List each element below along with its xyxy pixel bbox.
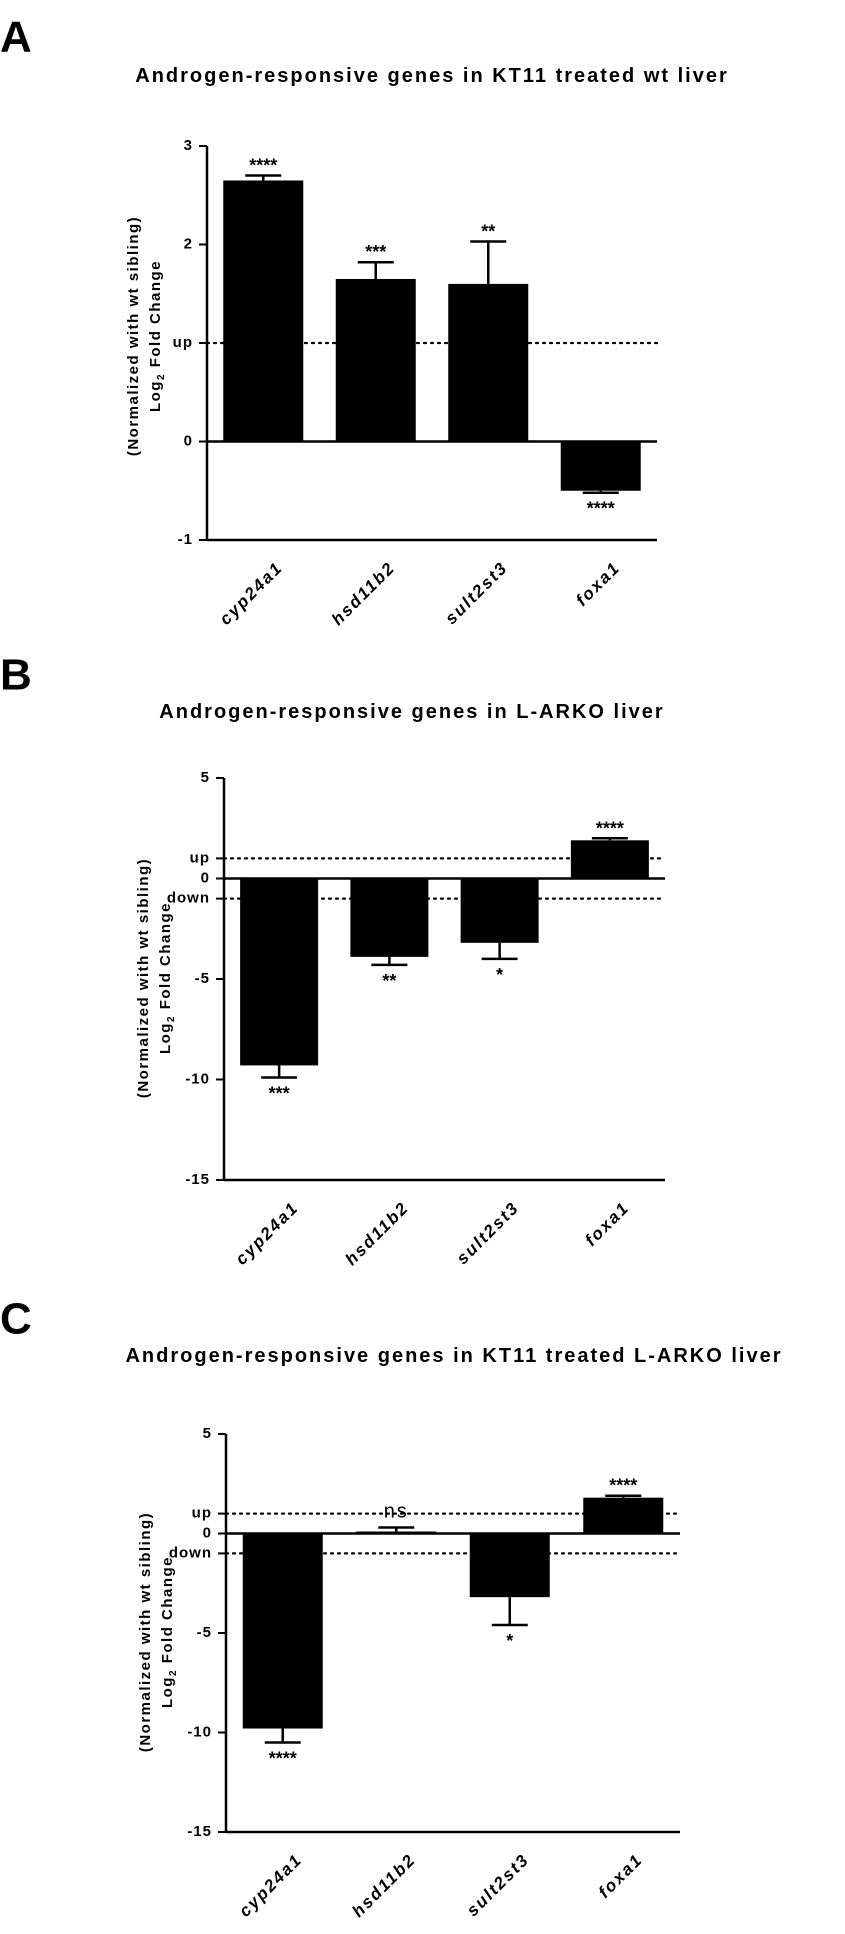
bar-hsd11b2 — [356, 1531, 437, 1534]
x-tick-label-hsd11b2: hsd11b2 — [348, 1850, 419, 1921]
x-tick-label-sult2st3: sult2st3 — [463, 1850, 533, 1920]
y-axis-label-line2: (Normalized with wt sibling) — [125, 216, 142, 456]
significance-label: **** — [249, 156, 277, 176]
bar-sult2st3 — [469, 1533, 550, 1598]
x-tick-label-hsd11b2: hsd11b2 — [341, 1198, 412, 1269]
y-tick-label: 0 — [203, 1524, 212, 1541]
chart-panel-A: A Androgen-responsive genes in KT11 treat… — [0, 13, 728, 629]
bar-sult2st3 — [460, 878, 539, 943]
x-tick-label-sult2st3: sult2st3 — [441, 558, 511, 628]
reference-label-down: down — [167, 890, 210, 907]
significance-label: ns — [384, 1501, 409, 1523]
y-tick-label: -1 — [178, 531, 193, 548]
x-tick-label-hsd11b2: hsd11b2 — [328, 558, 399, 629]
bar-hsd11b2 — [335, 278, 416, 442]
y-tick-label: 2 — [184, 235, 193, 252]
bar-hsd11b2 — [350, 878, 429, 957]
y-axis-label-line1: Log2 Fold Change — [147, 260, 167, 412]
y-tick-label: -5 — [197, 1624, 212, 1641]
y-tick-label: 5 — [201, 769, 210, 786]
reference-label-up: up — [192, 1505, 212, 1522]
x-tick-label-foxa1: foxa1 — [581, 1198, 633, 1250]
significance-label: **** — [269, 1748, 297, 1768]
bar-foxa1 — [560, 441, 641, 491]
chart-title: Androgen-responsive genes in KT11 treate… — [125, 1345, 782, 1367]
bar-cyp24a1 — [223, 180, 304, 442]
reference-label-up: up — [190, 849, 210, 866]
y-tick-label: -5 — [195, 970, 210, 987]
chart-panel-B: B Androgen-responsive genes in L-ARKO liv… — [0, 651, 667, 1269]
y-tick-label: 0 — [184, 432, 193, 449]
bar-foxa1 — [570, 840, 649, 879]
significance-label: ** — [382, 971, 396, 991]
x-tick-label-cyp24a1: cyp24a1 — [216, 558, 287, 629]
bar-foxa1 — [583, 1497, 664, 1534]
y-tick-label: 3 — [184, 137, 193, 154]
y-axis-label-line1: Log2 Fold Change — [157, 902, 177, 1054]
y-tick-label: 5 — [203, 1425, 212, 1442]
significance-label: **** — [587, 499, 615, 519]
x-tick-label-cyp24a1: cyp24a1 — [235, 1850, 306, 1921]
x-tick-label-foxa1: foxa1 — [572, 558, 624, 610]
x-tick-label-sult2st3: sult2st3 — [453, 1198, 523, 1268]
bar-sult2st3 — [448, 283, 529, 442]
significance-label: *** — [269, 1083, 290, 1103]
y-axis-label-line2: (Normalized with wt sibling) — [135, 858, 152, 1098]
y-tick-label: up — [173, 334, 193, 351]
y-tick-label: -10 — [185, 1070, 210, 1087]
significance-label: * — [496, 965, 503, 985]
significance-label: **** — [596, 818, 624, 838]
significance-label: *** — [365, 242, 386, 262]
bar-cyp24a1 — [240, 878, 319, 1066]
chart-title: Androgen-responsive genes in KT11 treate… — [135, 65, 728, 87]
significance-label: * — [506, 1631, 513, 1651]
significance-label: ** — [481, 222, 495, 242]
y-tick-label: -15 — [185, 1171, 210, 1188]
y-tick-label: 0 — [201, 869, 210, 886]
chart-panel-C: C Androgen-responsive genes in KT11 treat… — [0, 1295, 782, 1921]
y-axis-label-line2: (Normalized with wt sibling) — [137, 1512, 154, 1752]
y-tick-label: -10 — [187, 1723, 212, 1740]
panel-label: B — [0, 651, 32, 700]
y-axis-label-line1: Log2 Fold Change — [159, 1556, 179, 1708]
bar-cyp24a1 — [242, 1533, 323, 1729]
reference-label-down: down — [169, 1544, 212, 1561]
x-tick-label-foxa1: foxa1 — [595, 1850, 647, 1902]
significance-label: **** — [609, 1476, 637, 1496]
y-tick-label: -15 — [187, 1823, 212, 1840]
panel-label: A — [0, 13, 32, 62]
x-tick-label-cyp24a1: cyp24a1 — [232, 1198, 303, 1269]
chart-title: Androgen-responsive genes in L-ARKO live… — [159, 701, 664, 723]
panel-label: C — [0, 1295, 32, 1344]
